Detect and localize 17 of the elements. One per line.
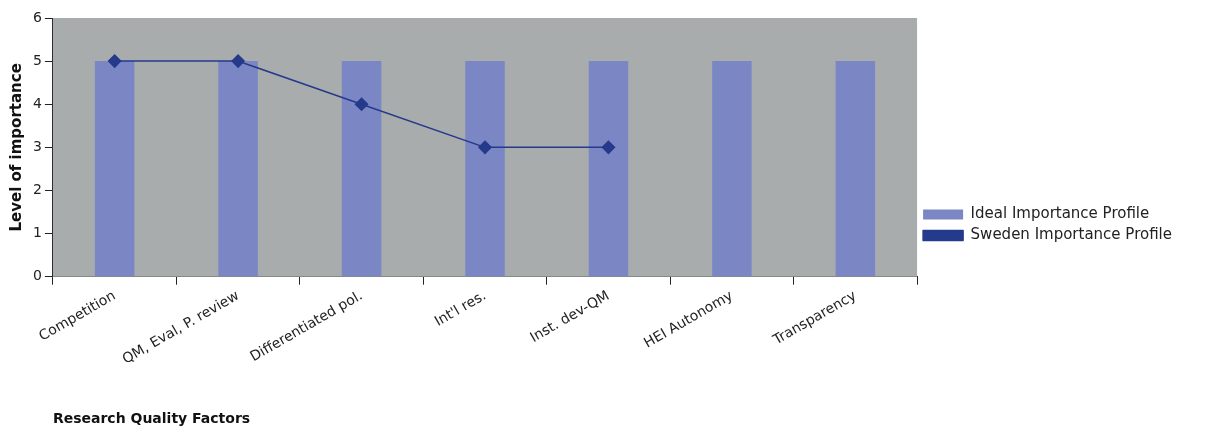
point [478, 140, 492, 155]
legend-label: Sweden Importance Profile [970, 225, 1173, 244]
x-axis-title: Research Quality Factors [52, 410, 251, 427]
y-tick-label: 3 [32, 137, 42, 154]
y-tick-label: 6 [32, 8, 42, 25]
y-tick-label: 4 [32, 94, 42, 111]
x-tick-label: Int'l res. [431, 286, 489, 329]
y-tick-label: 5 [32, 51, 42, 68]
y-axis-title: Level of importance [6, 63, 25, 232]
point [231, 54, 245, 68]
y-tick-label: 0 [32, 267, 42, 284]
point [354, 97, 369, 111]
y-tick-label: 1 [32, 224, 42, 241]
point [107, 54, 122, 68]
legend-label: Ideal Importance Profile [970, 204, 1150, 223]
point [601, 140, 616, 155]
y-tick-label: 2 [32, 181, 42, 198]
